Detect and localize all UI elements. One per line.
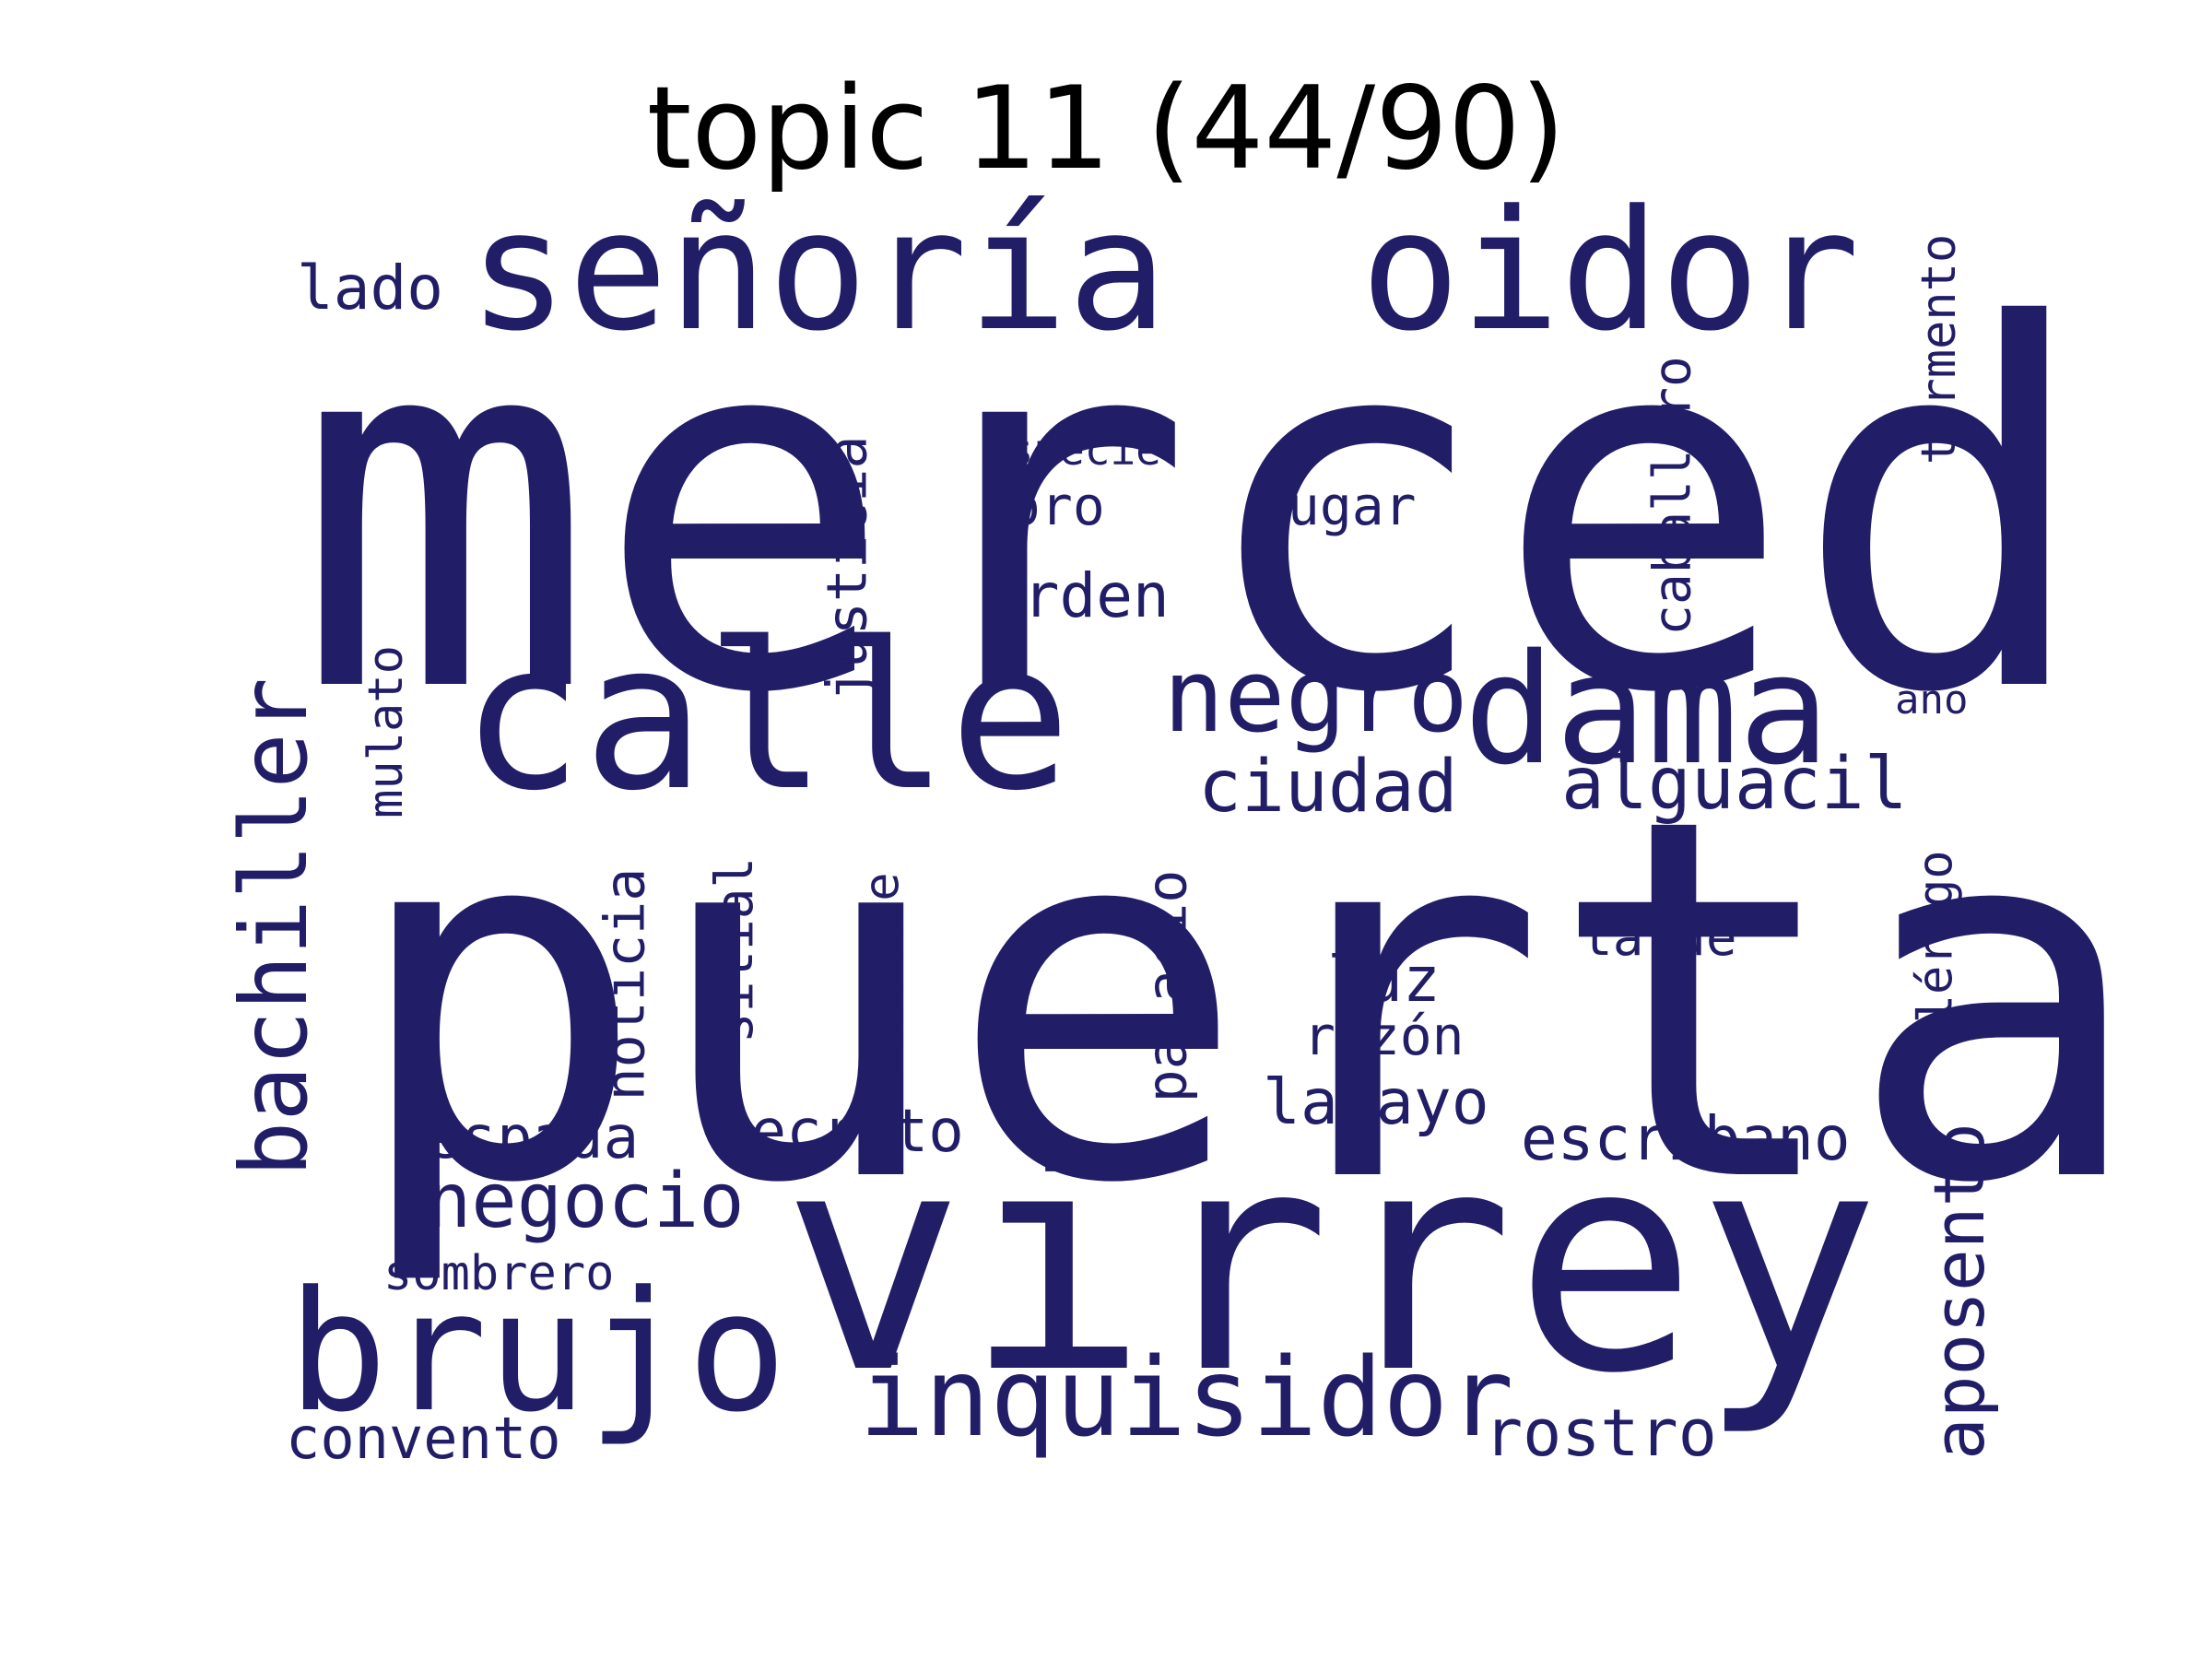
word-sombrero: sombrero — [383, 1246, 615, 1301]
word-rostro: rostro — [1484, 1395, 1717, 1471]
word-luz: luz — [1327, 944, 1441, 1017]
word-senoria: señoría — [468, 175, 1168, 368]
word-oro: oro — [1008, 475, 1105, 537]
word-caballero: caballero — [1642, 356, 1703, 636]
word-oidor: oidor — [1360, 175, 1860, 368]
word-puerta: puerta — [348, 713, 2147, 1292]
word-justicia: justicia — [815, 435, 880, 702]
word-tormento: tormento — [1912, 233, 1968, 465]
word-escribano: escribano — [1521, 1103, 1851, 1174]
word-aposento: aposento — [1918, 1122, 2001, 1461]
word-bachiller: bachiller — [219, 677, 328, 1177]
word-ciudad: ciudad — [1198, 746, 1458, 829]
word-lacayo: lacayo — [1263, 1066, 1489, 1139]
word-orden: orden — [986, 560, 1170, 631]
word-noticia: noticia — [593, 867, 658, 1101]
word-razon: razón — [1303, 1005, 1465, 1067]
word-palacio: palacio — [1135, 869, 1200, 1103]
word-negocio: negocio — [426, 1158, 745, 1245]
word-ano: año — [1895, 677, 1969, 724]
word-lado: lado — [297, 253, 443, 324]
word-negro: negro — [1163, 637, 1469, 755]
word-lugar: lugar — [1255, 475, 1417, 537]
word-inquisidor: inquisidor — [859, 1334, 1514, 1461]
word-dama: dama — [1464, 621, 1830, 798]
word-especie: especie — [982, 425, 1161, 475]
word-alcalde: alcalde — [854, 872, 911, 1075]
word-mulato: mulato — [358, 645, 414, 818]
word-virrey: virrey — [782, 1086, 1881, 1440]
word-secreto: secreto — [715, 1098, 964, 1166]
chart-title: topic 11 (44/90) — [646, 63, 1566, 195]
word-brujo: brujo — [288, 1256, 787, 1449]
word-espada: espada — [426, 1104, 640, 1172]
word-sitial: sitial — [705, 856, 766, 1044]
word-tarde: tarde — [1582, 908, 1737, 968]
word-calle: calle — [461, 599, 1072, 835]
word-merced: merced — [295, 223, 2093, 802]
word-convento: convento — [286, 1405, 561, 1472]
word-clerigo: clérigo — [1908, 850, 1964, 1053]
word-alguacil: alguacil — [1561, 743, 1908, 826]
